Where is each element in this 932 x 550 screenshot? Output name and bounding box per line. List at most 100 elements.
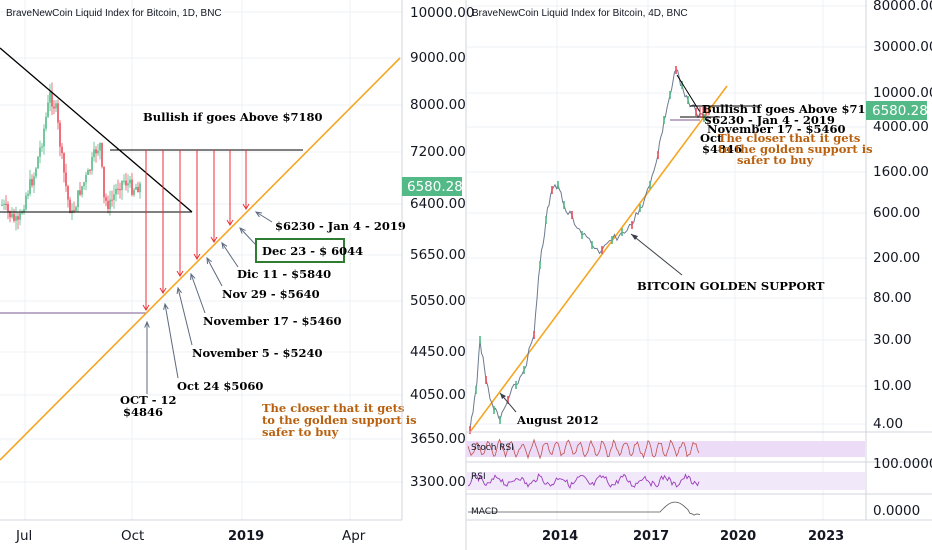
candle-body [79,190,81,195]
right-candle [631,221,633,229]
support-note-line2: to the golden support is [262,413,417,427]
candle-body [99,143,101,151]
right-candle [621,228,623,236]
left-price-label-bg [402,177,462,196]
left-y-tick: 4050.00 [410,387,466,403]
candle-body [61,146,63,154]
descending-trend-line [0,47,193,213]
left-y-tick: 3300.00 [410,474,466,490]
left-y-tick: 10000.00 [410,5,474,21]
right-candle [523,366,525,374]
projection-arrow-head [226,219,234,226]
candle-body [57,103,59,123]
right-candle [649,181,651,189]
projection-label-jan4: $6230 - Jan 4 - 2019 [275,219,406,233]
projection-pointer-line [206,257,223,287]
right-y-tick: 30000.00 [873,39,932,55]
right-price-series [469,69,705,431]
projection-arrow-head [193,253,201,260]
candle-body [113,194,115,200]
candle-body [7,204,9,212]
right-y-tick: 200.00 [873,250,920,266]
candle-body [55,103,57,109]
right-x-tick-2017: 2017 [633,529,669,544]
candle-body [69,199,71,214]
left-panel: BraveNewCoin Liquid Index for Bitcoin, 1… [0,0,474,544]
projection-label-oct24: Oct 24 $5060 [177,379,263,393]
candle-body [139,183,141,193]
right-candle [571,211,573,219]
right-candle [681,81,683,89]
stoch-band [466,441,865,457]
projection-pointer-line [255,211,273,223]
left-y-tick: 4450.00 [410,344,466,360]
august-2012-label: August 2012 [516,413,598,427]
projection-arrow-head [210,236,218,243]
projection-pointer-head [163,302,169,310]
left-x-tick-2019: 2019 [228,529,264,544]
candle-body [103,166,105,198]
stoch-rsi-label: Stoch RSI [471,443,514,453]
candle-body [107,200,109,210]
projection-pointer-line [190,273,206,314]
candle-body [35,168,37,177]
candle-body [21,212,23,214]
projection-label-nov29: Nov 29 - $5640 [222,287,320,301]
candle-body [25,195,27,210]
projection-value-oct12: $4846 [123,405,163,419]
candle-body [91,157,93,171]
projection-arrow-head [142,304,150,311]
candle-body [33,176,35,186]
right-candle [703,114,705,122]
candle-body [87,169,89,175]
left-bullish-text: Bullish if goes Above $7180 [143,110,323,124]
candle-body [41,146,43,148]
right-grid [466,0,866,520]
left-y-tick: 5050.00 [410,293,466,309]
projection-pointer-head [176,286,182,295]
candle-body [115,188,117,195]
right-price-label-bg [866,101,927,120]
right-support-note-line3: safer to buy [737,153,814,167]
candle-body [19,213,21,220]
candle-body [121,180,123,191]
right-support-note-line2: to the golden support is [718,142,873,156]
left-grid [0,0,402,520]
candle-body [1,204,3,206]
candle-body [123,180,125,182]
right-candle [611,236,613,244]
left-y-tick: 9000.00 [410,50,466,66]
right-candles [469,66,705,434]
candle-body [89,169,91,171]
right-y-tick: 30.00 [873,332,912,348]
right-y-tick: 1600.00 [873,164,929,180]
projection-pointer-head [239,227,246,234]
august-pointer-head [500,393,506,399]
left-y-tick: 3650.00 [410,431,466,447]
right-mini-label-jan4: $6230 - Jan 4 - 2019 [704,113,835,127]
left-x-tick-apr: Apr [342,528,366,544]
right-candle [657,151,659,159]
candle-body [101,143,103,167]
right-y-tick: 4000.00 [873,119,929,135]
candle-body [15,216,17,221]
right-panel: BraveNewCoin Liquid Index for Bitcoin, 4… [466,0,932,544]
right-candle [485,376,487,384]
candle-body [11,213,13,218]
right-candle [545,216,547,224]
golden-support-pointer [630,233,683,276]
right-candle [639,204,641,212]
right-y-tick: 4.00 [873,416,903,432]
right-mini-label-nov17: November 17 - $5460 [707,122,846,136]
stoch-rsi-line [467,438,700,460]
candle-body [39,147,41,157]
candle-body [127,183,129,186]
right-y-tick: 10000.00 [873,85,932,101]
left-y-tick: 7200.00 [410,144,466,160]
right-candle [475,386,477,394]
macd-line [468,501,701,516]
candle-body [81,186,83,195]
candle-body [27,193,29,196]
right-candle [687,96,689,104]
